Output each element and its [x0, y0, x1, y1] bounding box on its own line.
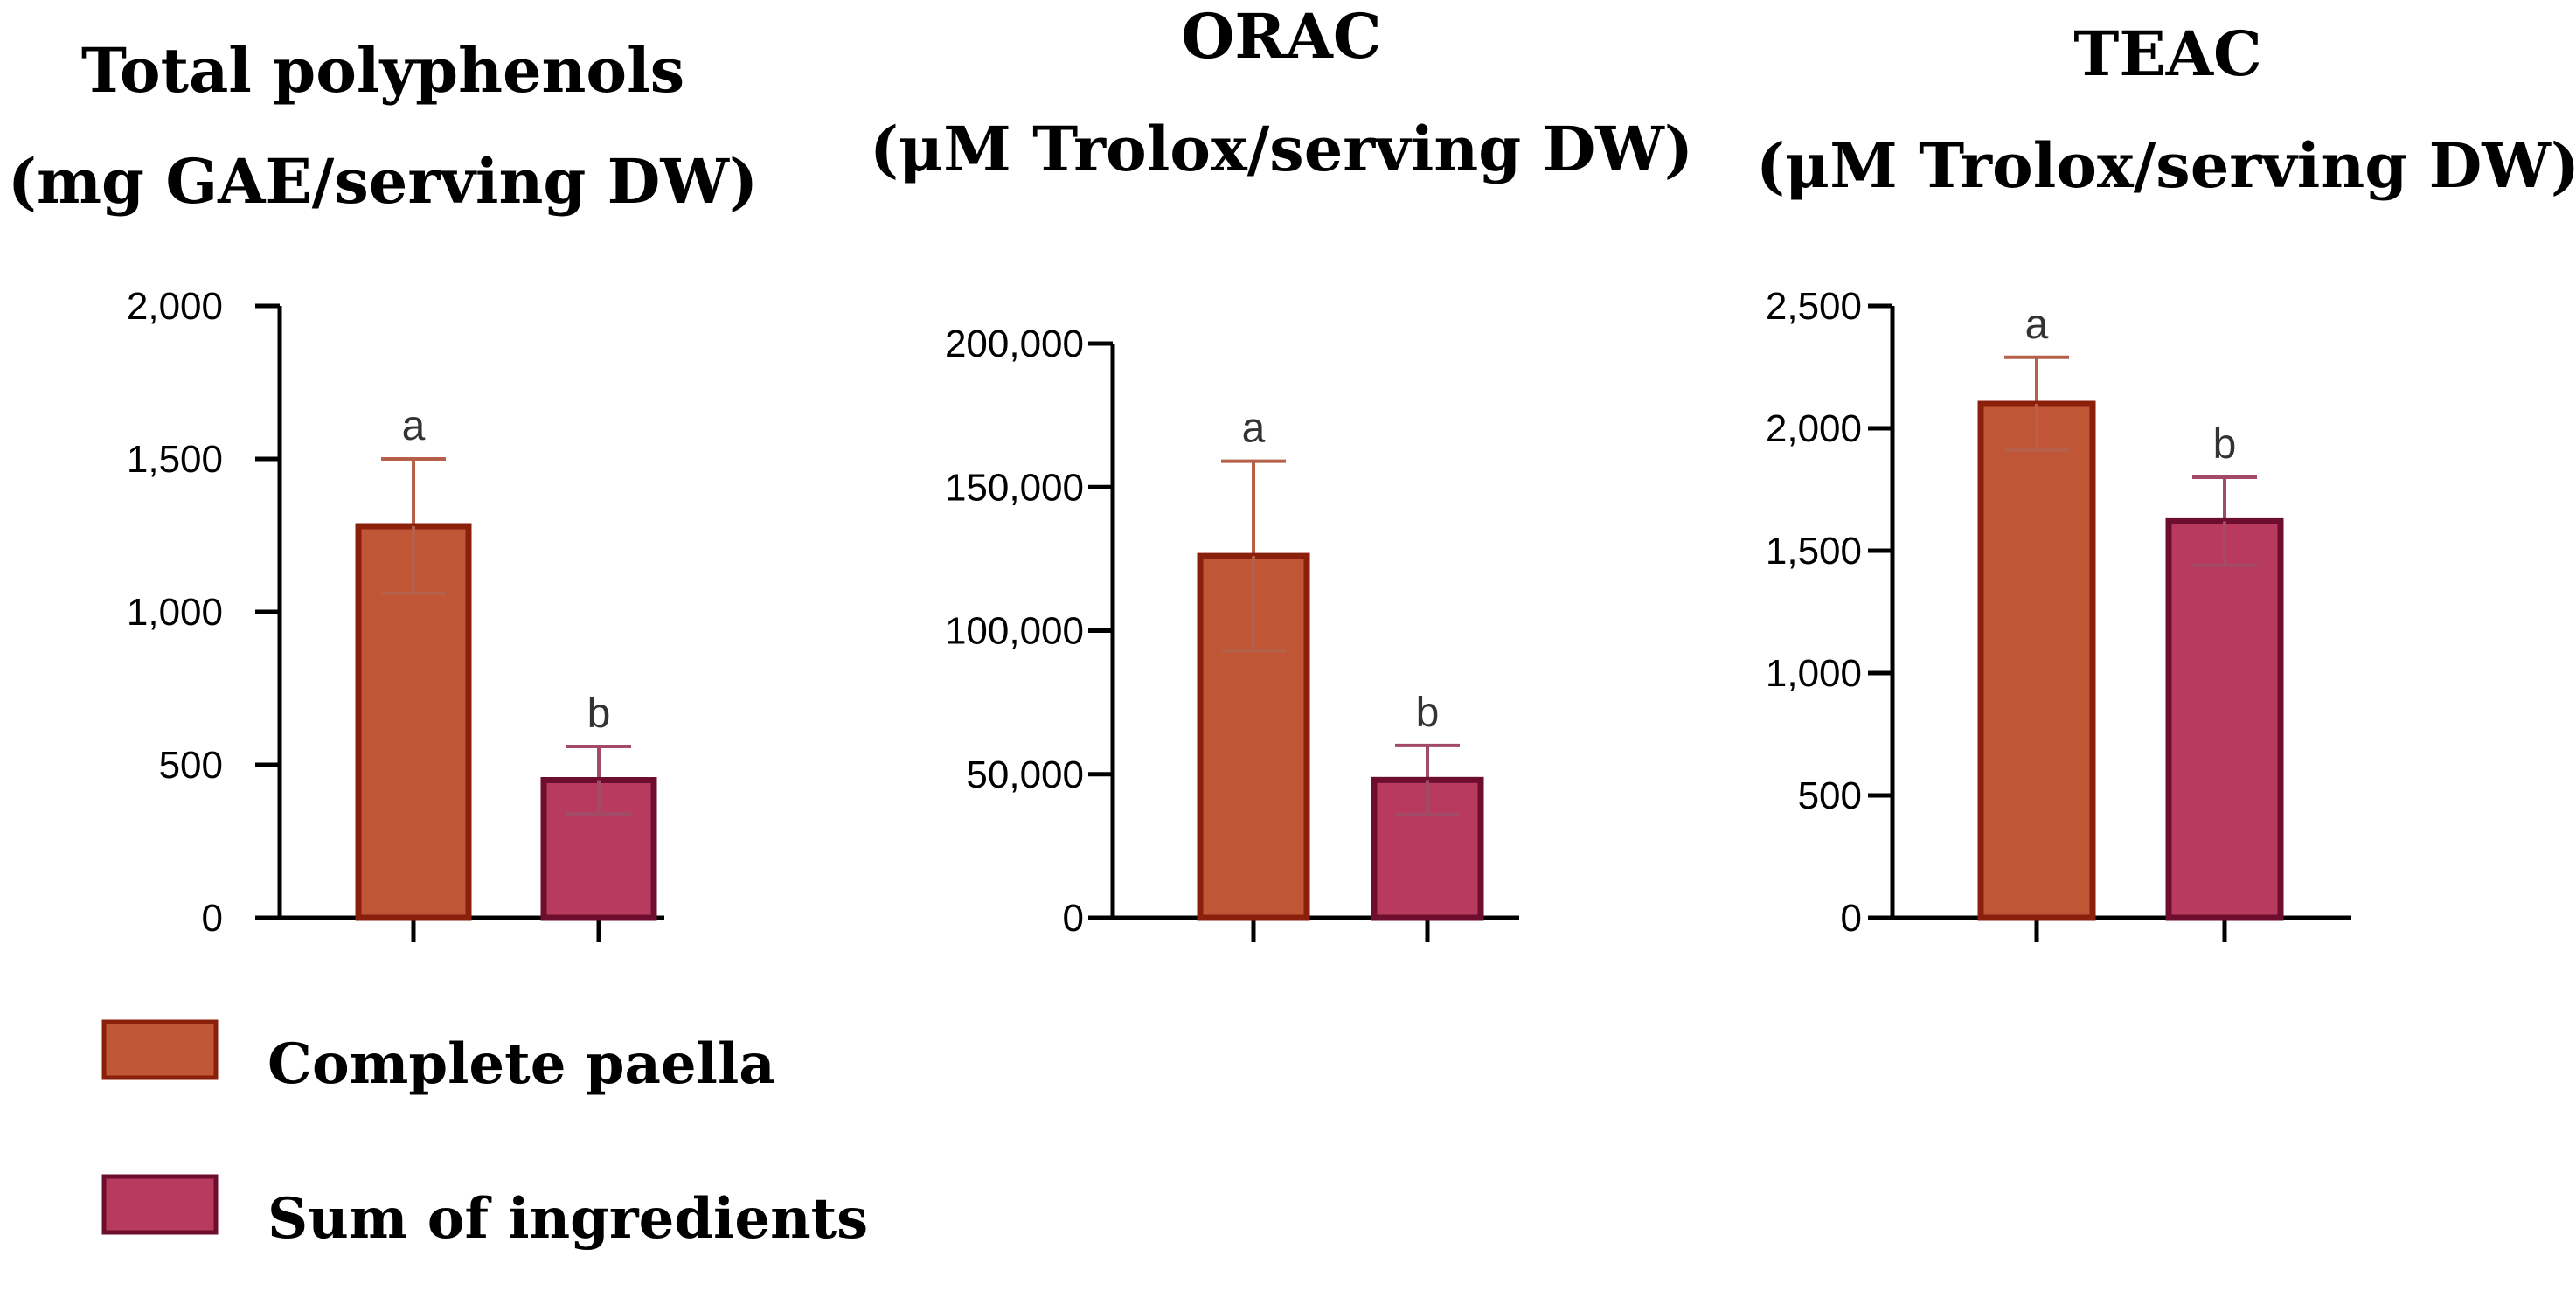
significance-label: b [587, 691, 611, 737]
y-tick-label: 100,000 [945, 610, 1084, 653]
y-tick-label: 50,000 [966, 753, 1084, 796]
y-tick-label: 2,000 [1766, 407, 1862, 450]
y-tick-label: 200,000 [945, 323, 1084, 365]
y-tick-label: 2,000 [127, 285, 223, 328]
y-tick-label: 0 [202, 897, 223, 940]
chart-title-line-1: TEAC [2073, 17, 2261, 90]
chart-panel-3: TEAC (μM Trolox/serving DW) 0 500 1,000 1,500… [1756, 17, 2576, 942]
y-tick-label: 1,500 [1766, 530, 1862, 573]
legend-label-complete: Complete paella [267, 1031, 775, 1097]
chart-title-line-2: (mg GAE/serving DW) [8, 145, 758, 218]
legend: Complete paella Sum of ingredients [101, 1019, 868, 1252]
significance-label: a [402, 403, 426, 449]
significance-label: a [1242, 406, 1266, 452]
bar-sum-of-ingredients [1371, 776, 1484, 921]
y-tick-label: 0 [1063, 897, 1084, 940]
chart-title-line-1: ORAC [1181, 0, 1381, 73]
y-tick-label: 0 [1841, 897, 1862, 940]
significance-label: a [2025, 302, 2049, 348]
y-tick-label: 1,500 [127, 438, 223, 481]
legend-swatch-sum [101, 1174, 219, 1235]
legend-swatch-complete [101, 1019, 219, 1080]
chart-panel-1: Total polyphenols (mg GAE/serving DW) 0 500… [8, 34, 758, 942]
bar-sum-of-ingredients [2165, 517, 2284, 921]
legend-label-sum: Sum of ingredients [267, 1186, 868, 1252]
y-tick-label: 500 [159, 744, 223, 787]
chart-title-line-2: (μM Trolox/serving DW) [1756, 129, 2576, 202]
significance-label: b [2213, 421, 2237, 468]
significance-label: b [1416, 690, 1440, 736]
y-tick-label: 2,500 [1766, 285, 1862, 328]
chart-title-line-1: Total polyphenols [81, 34, 684, 107]
bar-complete-paella [1977, 400, 2096, 921]
chart-panel-2: ORAC (μM Trolox/serving DW) 0 50,000 100,000… [870, 0, 1693, 942]
y-tick-label: 1,000 [1766, 652, 1862, 695]
y-tick-label: 150,000 [945, 466, 1084, 509]
y-tick-label: 1,000 [127, 591, 223, 634]
bar-sum-of-ingredients [540, 777, 657, 921]
y-tick-label: 500 [1798, 774, 1862, 817]
chart-title-line-2: (μM Trolox/serving DW) [870, 113, 1693, 185]
